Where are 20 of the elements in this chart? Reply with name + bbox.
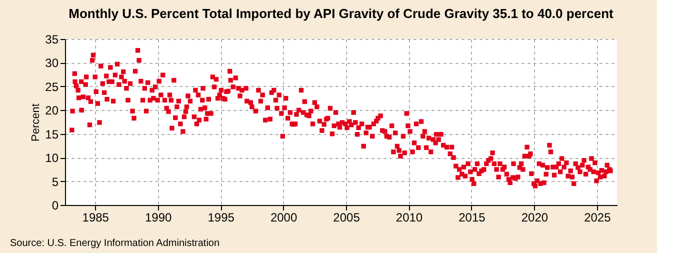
chart-title: Monthly U.S. Percent Total Imported by API Gravity of Crude Gravity 35.1 to 40.0 percent — [68, 6, 614, 21]
x-tick-label: 2010 — [396, 210, 423, 224]
x-tick-label: 2020 — [521, 210, 548, 224]
y-tick-label: 10 — [45, 151, 59, 166]
y-tick-label: 25 — [45, 80, 59, 94]
x-tick-label: 1985 — [82, 210, 110, 224]
y-tick-label: 30 — [45, 56, 59, 70]
x-tick-label: 1990 — [144, 210, 172, 224]
y-tick-label: 35 — [45, 32, 59, 46]
x-tick-label: 2015 — [458, 210, 486, 224]
source-note: Source: U.S. Energy Information Administration — [10, 238, 220, 249]
x-tick-label: 2005 — [333, 210, 360, 224]
y-tick-label: 5 — [52, 174, 59, 189]
x-tick-label: 2025 — [584, 210, 612, 224]
x-tick-label: 1995 — [208, 210, 235, 224]
y-tick-label: 20 — [45, 104, 59, 118]
y-axis-title: Percent — [30, 104, 42, 142]
y-tick-label: 0 — [52, 198, 59, 212]
y-tick-label: 15 — [45, 127, 59, 142]
x-tick-label: 2000 — [270, 210, 298, 224]
